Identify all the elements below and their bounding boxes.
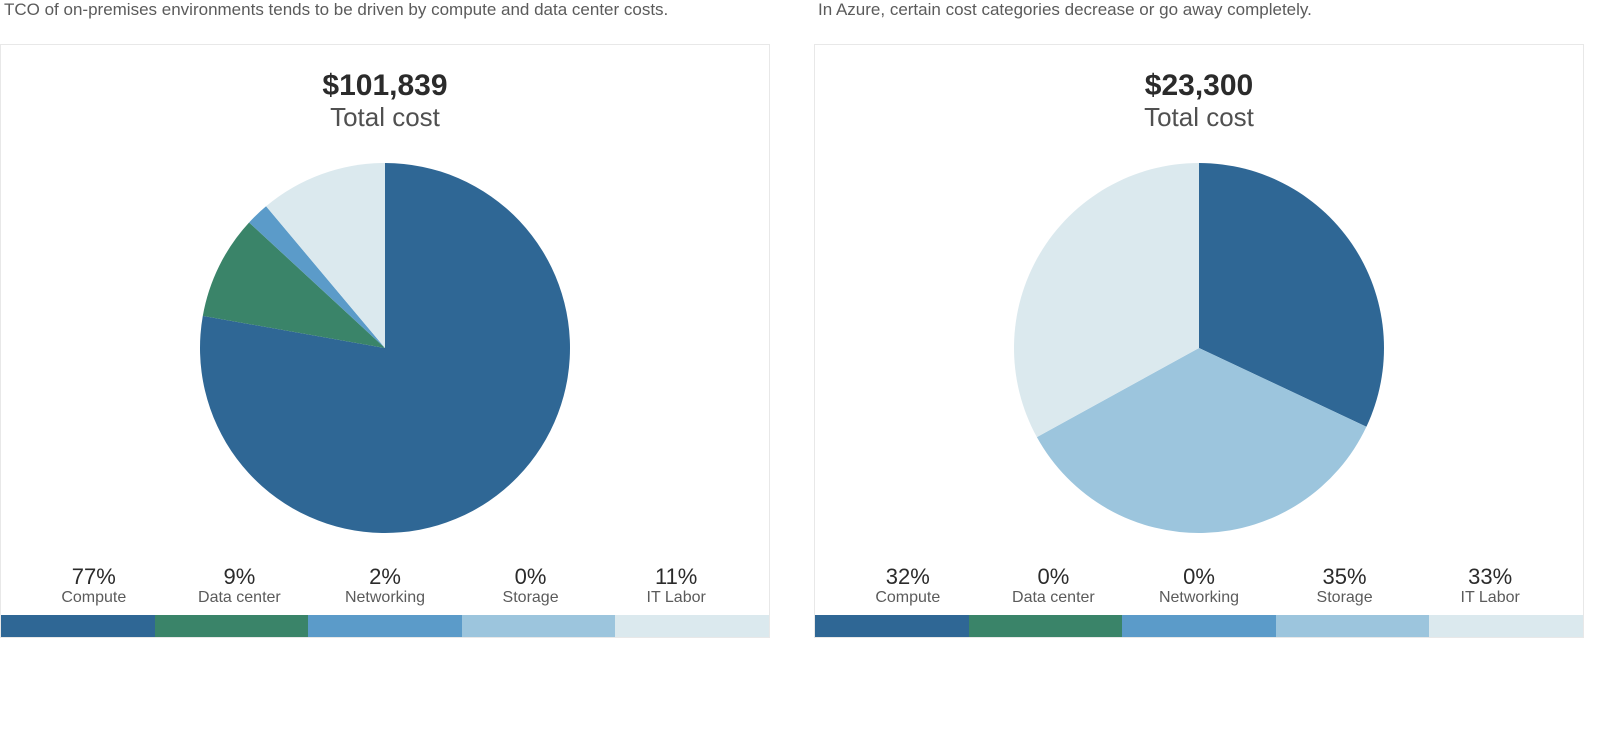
azure-header: In Azure, certain cost categories decrea… <box>814 0 1584 20</box>
legend-label: Compute <box>875 589 940 607</box>
color-bar-segment <box>815 615 969 637</box>
color-bar-segment <box>1 615 155 637</box>
legend-percent: 0% <box>1037 565 1069 589</box>
color-bar-segment <box>1276 615 1430 637</box>
legend-label: IT Labor <box>1461 589 1520 607</box>
legend-label: IT Labor <box>647 589 706 607</box>
legend-percent: 0% <box>1183 565 1215 589</box>
legend-item: 35%Storage <box>1272 565 1418 607</box>
azure-legend: 32%Compute0%Data center0%Networking35%St… <box>815 565 1583 615</box>
legend-percent: 77% <box>72 565 116 589</box>
legend-item: 77%Compute <box>21 565 167 607</box>
azure-card: $23,300 Total cost 32%Compute0%Data cent… <box>814 44 1584 638</box>
legend-percent: 35% <box>1323 565 1367 589</box>
on-prem-header: TCO of on-premises environments tends to… <box>0 0 770 20</box>
legend-item: 9%Data center <box>167 565 313 607</box>
legend-percent: 11% <box>655 565 697 589</box>
color-bar-segment <box>462 615 616 637</box>
legend-percent: 9% <box>223 565 255 589</box>
legend-item: 0%Storage <box>458 565 604 607</box>
legend-item: 11%IT Labor <box>603 565 749 607</box>
on-prem-panel: TCO of on-premises environments tends to… <box>0 0 770 638</box>
color-bar-segment <box>1429 615 1583 637</box>
on-prem-color-bar <box>1 615 769 637</box>
azure-panel: In Azure, certain cost categories decrea… <box>814 0 1584 638</box>
color-bar-segment <box>308 615 462 637</box>
legend-label: Storage <box>1317 589 1373 607</box>
color-bar-segment <box>1122 615 1276 637</box>
legend-label: Networking <box>345 589 425 607</box>
azure-pie-chart <box>1012 161 1386 535</box>
legend-percent: 33% <box>1468 565 1512 589</box>
color-bar-segment <box>155 615 309 637</box>
legend-percent: 32% <box>886 565 930 589</box>
azure-total-label: Total cost <box>1144 102 1254 133</box>
legend-label: Compute <box>61 589 126 607</box>
color-bar-segment <box>969 615 1123 637</box>
legend-item: 0%Data center <box>981 565 1127 607</box>
legend-percent: 0% <box>515 565 547 589</box>
azure-color-bar <box>815 615 1583 637</box>
legend-label: Storage <box>503 589 559 607</box>
legend-item: 32%Compute <box>835 565 981 607</box>
color-bar-segment <box>615 615 769 637</box>
legend-label: Networking <box>1159 589 1239 607</box>
legend-item: 33%IT Labor <box>1417 565 1563 607</box>
legend-item: 0%Networking <box>1126 565 1272 607</box>
on-prem-pie-chart <box>198 161 572 535</box>
legend-label: Data center <box>1012 589 1095 607</box>
legend-item: 2%Networking <box>312 565 458 607</box>
on-prem-card: $101,839 Total cost 77%Compute9%Data cen… <box>0 44 770 638</box>
on-prem-total-value: $101,839 <box>322 69 447 102</box>
legend-percent: 2% <box>369 565 401 589</box>
azure-total-value: $23,300 <box>1145 69 1253 102</box>
on-prem-legend: 77%Compute9%Data center2%Networking0%Sto… <box>1 565 769 615</box>
legend-label: Data center <box>198 589 281 607</box>
on-prem-total-label: Total cost <box>330 102 440 133</box>
